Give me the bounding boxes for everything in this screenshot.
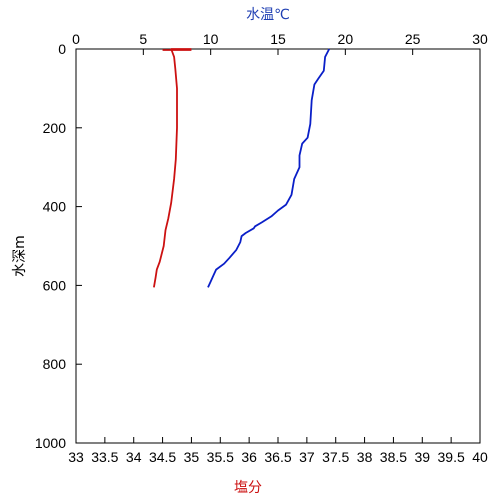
bottom-tick-label: 38.5 (380, 449, 407, 465)
left-axis-title: 水深m (12, 235, 28, 277)
bottom-tick-label: 39.5 (438, 449, 465, 465)
bottom-tick-label: 33 (68, 449, 84, 465)
bottom-tick-label: 38 (357, 449, 373, 465)
left-tick-label: 200 (43, 120, 67, 136)
top-axis: 0 5 10 15 20 25 30 (72, 31, 488, 55)
bottom-tick-label: 34.5 (149, 449, 176, 465)
left-tick-label: 0 (58, 41, 66, 57)
temperature-series-line (207, 48, 330, 288)
bottom-axis: 33 33.5 34 34.5 35 35.5 36 36.5 37 37.5 38 38.5 39 39… (68, 437, 488, 465)
left-tick-label: 400 (43, 199, 67, 215)
plot-frame (75, 48, 481, 444)
top-tick-label: 30 (472, 31, 488, 47)
bottom-tick-label: 37.5 (322, 449, 349, 465)
top-tick-label: 25 (405, 31, 421, 47)
top-tick-label: 15 (270, 31, 286, 47)
top-tick-label: 5 (139, 31, 147, 47)
bottom-tick-label: 40 (472, 449, 488, 465)
bottom-tick-label: 33.5 (91, 449, 118, 465)
top-tick-label: 10 (203, 31, 219, 47)
bottom-tick-label: 36 (241, 449, 257, 465)
left-tick-label: 600 (43, 277, 67, 293)
bottom-tick-label: 39 (414, 449, 430, 465)
bottom-tick-label: 37 (299, 449, 315, 465)
left-tick-label: 800 (43, 356, 67, 372)
top-tick-label: 20 (338, 31, 354, 47)
top-tick-label: 0 (72, 31, 80, 47)
left-tick-label: 1000 (35, 435, 66, 451)
series-layer (153, 48, 330, 288)
plot-border (75, 48, 481, 444)
bottom-tick-label: 35.5 (207, 449, 234, 465)
top-axis-title: 水温℃ (246, 7, 290, 23)
salinity-series-line (153, 48, 192, 288)
bottom-tick-label: 36.5 (264, 449, 291, 465)
bottom-tick-label: 34 (126, 449, 142, 465)
bottom-axis-title: 塩分 (234, 480, 262, 496)
bottom-tick-label: 35 (184, 449, 200, 465)
left-axis: 0 200 400 600 800 1000 (35, 41, 82, 451)
